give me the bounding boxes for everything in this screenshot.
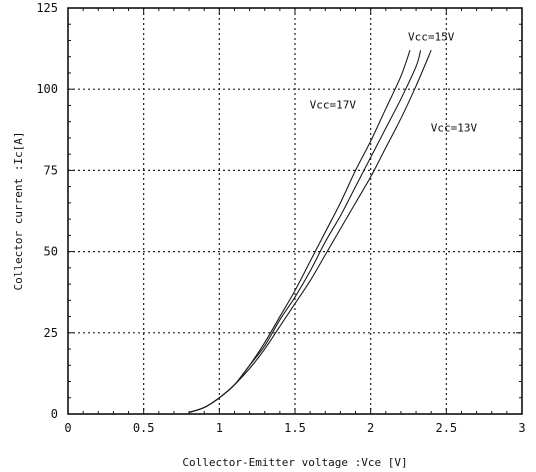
series-annotation: Vcc=13V — [431, 121, 478, 134]
x-axis-title: Collector-Emitter voltage :Vce [V] — [182, 456, 407, 469]
series-annotation: Vcc=15V — [408, 30, 455, 43]
series-line-vcc-13v — [188, 50, 432, 413]
annotations-layer: Vcc=15V Vcc=17V Vcc=13V — [310, 30, 478, 134]
x-tick-label: 1.5 — [284, 421, 306, 435]
x-tick-label: 2.5 — [435, 421, 457, 435]
series-annotation: Vcc=17V — [310, 99, 357, 112]
x-tick-label: 1 — [216, 421, 223, 435]
y-tick-label: 25 — [44, 326, 58, 340]
x-tick-labels: 0 0.5 1 1.5 2 2.5 3 — [64, 421, 525, 435]
curves-layer — [188, 50, 432, 413]
x-tick-label: 2 — [367, 421, 374, 435]
grid-layer — [68, 8, 522, 414]
y-tick-label: 100 — [36, 82, 58, 96]
x-tick-label: 0 — [64, 421, 71, 435]
y-axis-title: Collector current :Ic[A] — [12, 132, 25, 291]
y-tick-label: 50 — [44, 245, 58, 259]
y-tick-labels: 0 25 50 75 100 125 — [36, 1, 58, 421]
y-tick-label: 0 — [51, 407, 58, 421]
y-tick-label: 75 — [44, 163, 58, 177]
plot-frame — [67, 7, 523, 415]
x-tick-label: 3 — [518, 421, 525, 435]
x-tick-label: 0.5 — [133, 421, 155, 435]
y-tick-label: 125 — [36, 1, 58, 15]
